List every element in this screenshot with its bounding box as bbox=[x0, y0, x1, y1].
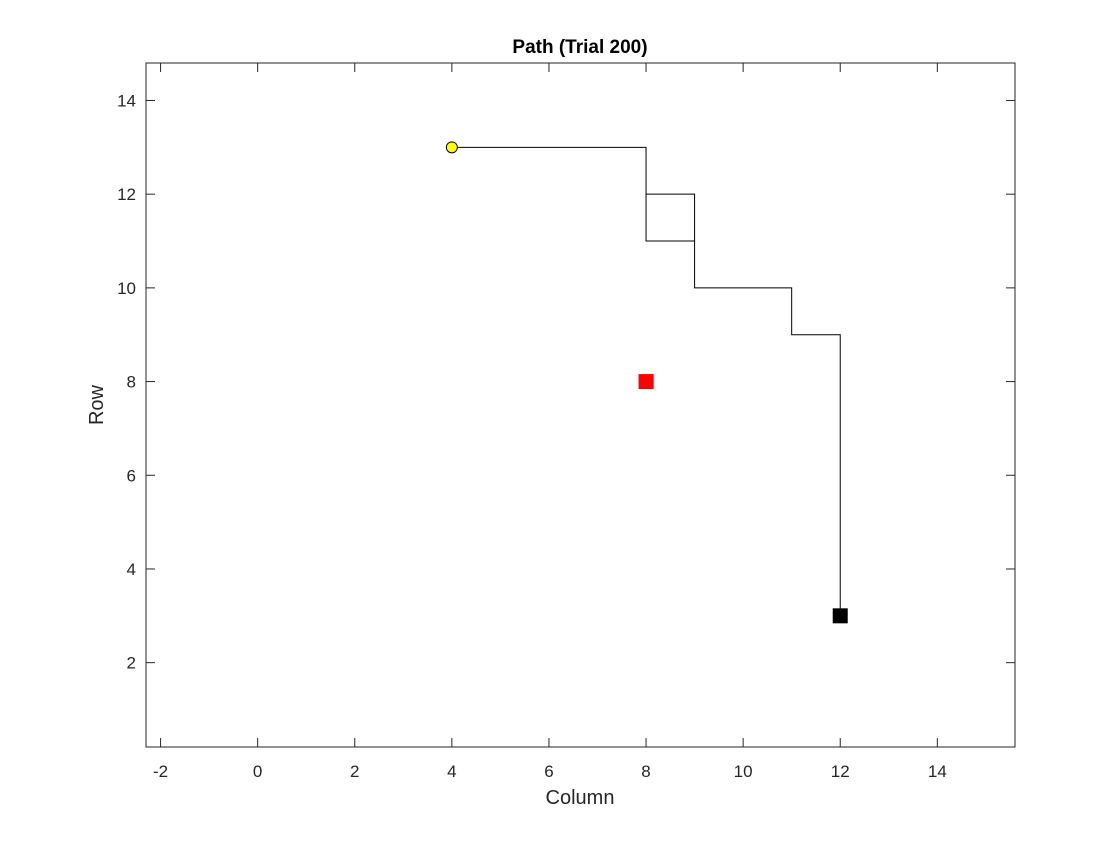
axes-box bbox=[145, 62, 1016, 748]
x-tick-label: 12 bbox=[831, 762, 850, 781]
y-tick-label: 8 bbox=[127, 373, 136, 392]
x-ticks: -2 0 2 4 6 8 10 12 14 bbox=[153, 63, 947, 781]
x-tick-label: 14 bbox=[928, 762, 947, 781]
x-tick-label: 10 bbox=[734, 762, 753, 781]
y-tick-label: 10 bbox=[117, 279, 136, 298]
x-tick-label: 4 bbox=[447, 762, 456, 781]
x-tick-label: 6 bbox=[544, 762, 553, 781]
y-tick-label: 6 bbox=[127, 466, 136, 485]
x-tick-label: 2 bbox=[350, 762, 359, 781]
obstacle-marker bbox=[638, 374, 654, 390]
y-tick-label: 4 bbox=[127, 560, 136, 579]
goal-marker bbox=[832, 608, 848, 624]
path-layer bbox=[451, 146, 841, 616]
y-tick-label: 14 bbox=[117, 91, 136, 110]
x-tick-label: 8 bbox=[641, 762, 650, 781]
chart-title: Path (Trial 200) bbox=[512, 37, 647, 58]
x-axis-label: Column bbox=[546, 787, 615, 809]
x-tick-label: 0 bbox=[253, 762, 262, 781]
y-tick-label: 2 bbox=[127, 654, 136, 673]
start-marker bbox=[445, 141, 458, 154]
path-line bbox=[451, 146, 841, 616]
y-axis-label: Row bbox=[86, 384, 108, 425]
x-tick-label: -2 bbox=[153, 762, 168, 781]
y-ticks: 2 4 6 8 10 12 14 bbox=[117, 91, 1015, 673]
y-tick-label: 12 bbox=[117, 185, 136, 204]
marker-layer bbox=[445, 141, 848, 624]
plot-area bbox=[146, 63, 1015, 747]
